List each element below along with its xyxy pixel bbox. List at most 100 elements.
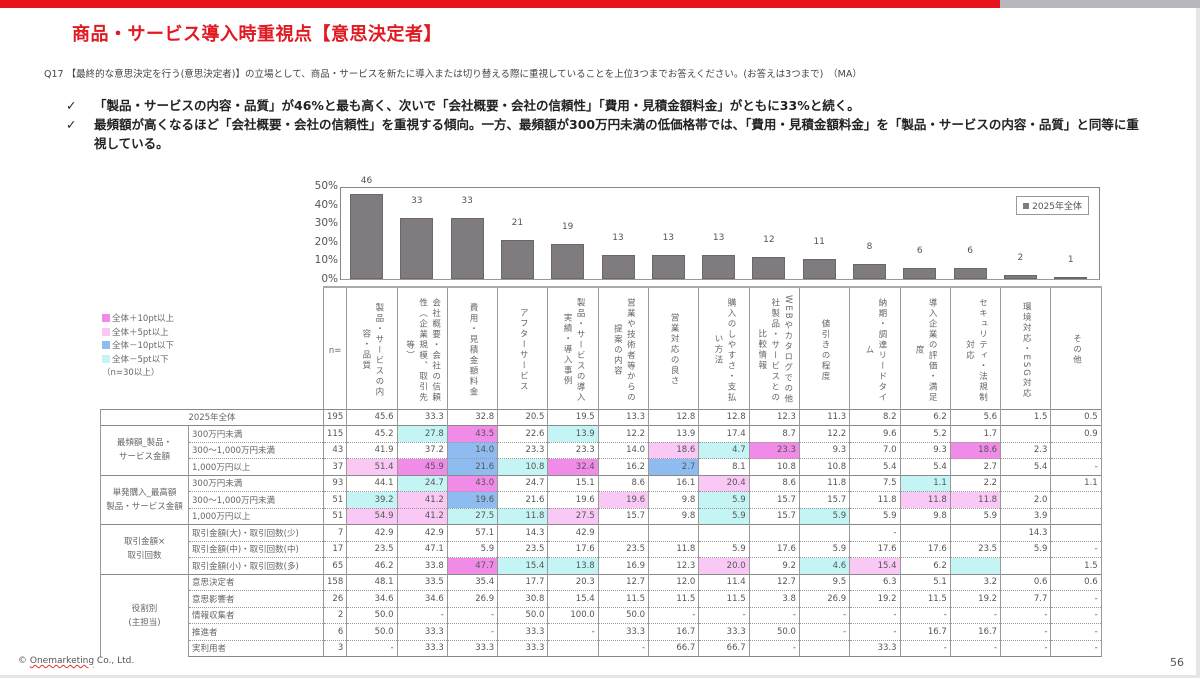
table-cell: 11.5 (648, 590, 700, 607)
table-cell: 0.6 (1050, 573, 1102, 591)
table-cell: 21.6 (497, 491, 549, 508)
table-cell: - (1050, 590, 1102, 607)
row-label: 1,000万円以上 (188, 507, 324, 525)
table-cell: 13.3 (597, 408, 650, 426)
bar-value-label: 12 (763, 234, 775, 245)
table-cell: 13.9 (547, 425, 599, 442)
table-cell: 2.7 (648, 458, 700, 475)
table-cell: 51.4 (346, 458, 398, 475)
table-row: 1,000万円以上 37 51.4 45.9 21.6 10.8 32.4 16.2 2.7 8.… (101, 458, 1102, 475)
table-cell (1000, 557, 1052, 574)
table-cell: 48.1 (346, 573, 398, 591)
table-cell: 1.1 (899, 474, 951, 492)
table-cell: 33.3 (597, 623, 650, 640)
table-cell: 9.5 (798, 573, 851, 591)
table-cell: 50.0 (346, 623, 398, 640)
bar (400, 218, 434, 279)
column-header: 納期・調達リードタイム (849, 286, 901, 409)
table-cell: - (1000, 606, 1052, 624)
table-cell: 11.8 (648, 540, 700, 558)
table-cell: 34.6 (346, 590, 398, 607)
table-cell: 50.0 (748, 623, 800, 640)
table-cell: 33.5 (396, 573, 448, 591)
table-cell: 13.8 (547, 557, 599, 574)
table-cell: 19.6 (597, 491, 650, 508)
slide-edge-right (1196, 8, 1200, 678)
table-cell: 32.4 (547, 458, 599, 475)
table-cell: 26.9 (446, 590, 499, 607)
table-cell: 22.6 (497, 425, 549, 442)
table-cell: - (648, 606, 700, 624)
table-cell: 8.2 (849, 408, 901, 426)
table-cell: 15.4 (497, 557, 549, 574)
table-cell (648, 524, 700, 541)
column-header: WEBやカタログでの他社製品・サービスとの比較情報 (748, 286, 800, 409)
table-cell: 32.8 (446, 408, 499, 426)
table-cell: - (949, 606, 1002, 624)
table-cell: 5.4 (899, 458, 951, 475)
legend-label: 2025年全体 (1032, 202, 1082, 212)
finding-item: ✓ 最頻額が高くなるほど「会社概要・会社の信頼性」を重視する傾向。一方、最頻額が… (66, 115, 1146, 153)
column-header: セキュリティ・法規制対応 (949, 286, 1002, 409)
table-cell (798, 639, 851, 657)
table-cell: - (1000, 623, 1052, 640)
table-row: 取引金額(中)・取引回数(中) 17 23.5 47.1 5.9 23.5 17.6 23.5… (101, 540, 1102, 558)
table-cell: 12.8 (648, 408, 700, 426)
table-cell: 19.5 (547, 408, 599, 426)
table-cell: - (1050, 606, 1102, 624)
table-cell: 5.4 (1000, 458, 1052, 475)
top-accent-bar (0, 0, 1200, 8)
row-label: 300～1,000万円未満 (188, 491, 324, 508)
table-cell: 20.0 (698, 557, 750, 574)
sample-size: 6 (322, 623, 348, 640)
table-cell: 37.2 (396, 441, 448, 459)
table-cell: 14.3 (497, 524, 549, 541)
table-cell: - (446, 623, 499, 640)
table-cell (798, 524, 851, 541)
table-cell: 5.9 (798, 507, 851, 525)
n-column-header: n= (322, 286, 348, 409)
y-tick-label: 50% (314, 180, 338, 192)
table-cell: - (1050, 639, 1102, 657)
group-label: 最頻額_製品・ サービス金額 (100, 425, 189, 475)
page-title: 商品・サービス導入時重視点【意思決定者】 (72, 24, 442, 45)
table-cell: 50.0 (346, 606, 398, 624)
sample-size: 93 (322, 474, 348, 492)
row-label: 意思影響者 (188, 590, 324, 607)
table-cell: 1.7 (949, 425, 1002, 442)
table-cell: 27.5 (446, 507, 499, 525)
column-header: 会社概要・会社の信頼性（企業規模、取引先等） (396, 286, 448, 409)
table-cell: 100.0 (547, 606, 599, 624)
row-label: 1,000万円以上 (188, 458, 324, 475)
table-cell: 12.3 (748, 408, 800, 426)
table-cell (949, 557, 1002, 574)
table-cell (1050, 491, 1102, 508)
table-cell: 8.7 (748, 425, 800, 442)
row-label: 300万円未満 (188, 474, 324, 492)
table-cell: 27.5 (547, 507, 599, 525)
column-header: その他 (1050, 286, 1102, 409)
table-cell: 2.2 (949, 474, 1002, 492)
table-cell: 5.9 (698, 507, 750, 525)
table-row: 1,000万円以上 51 54.9 41.2 27.5 11.8 27.5 15.7 9.8 5.… (101, 507, 1102, 525)
table-cell: 17.4 (698, 425, 750, 442)
table-cell: 7.5 (849, 474, 901, 492)
check-icon: ✓ (66, 98, 77, 113)
column-header: 製品・サービスの導入実績・導入事例 (547, 286, 599, 409)
table-cell: 5.9 (798, 540, 851, 558)
finding-item: ✓ 「製品・サービスの内容・品質」が46%と最も高く、次いで「会社概要・会社の信… (66, 96, 1146, 115)
table-cell: 9.8 (648, 491, 700, 508)
table-cell (698, 524, 750, 541)
row-label: 推進者 (188, 623, 324, 640)
bar (802, 258, 836, 279)
table-row: 意思影響者 26 34.6 34.6 26.9 30.8 15.4 11.5 11.5 11.5 3… (101, 590, 1102, 607)
table-cell: 5.6 (949, 408, 1002, 426)
table-cell: 16.1 (648, 474, 700, 492)
column-header: 営業や技術者等からの提案の内容 (597, 286, 650, 409)
table-cell: - (849, 524, 901, 541)
key-findings: ✓ 「製品・サービスの内容・品質」が46%と最も高く、次いで「会社概要・会社の信… (66, 96, 1146, 153)
table-cell: 11.8 (798, 474, 851, 492)
bar-value-label: 19 (561, 222, 574, 233)
table-cell: 3.8 (748, 590, 800, 607)
table-cell: 23.5 (497, 540, 549, 558)
